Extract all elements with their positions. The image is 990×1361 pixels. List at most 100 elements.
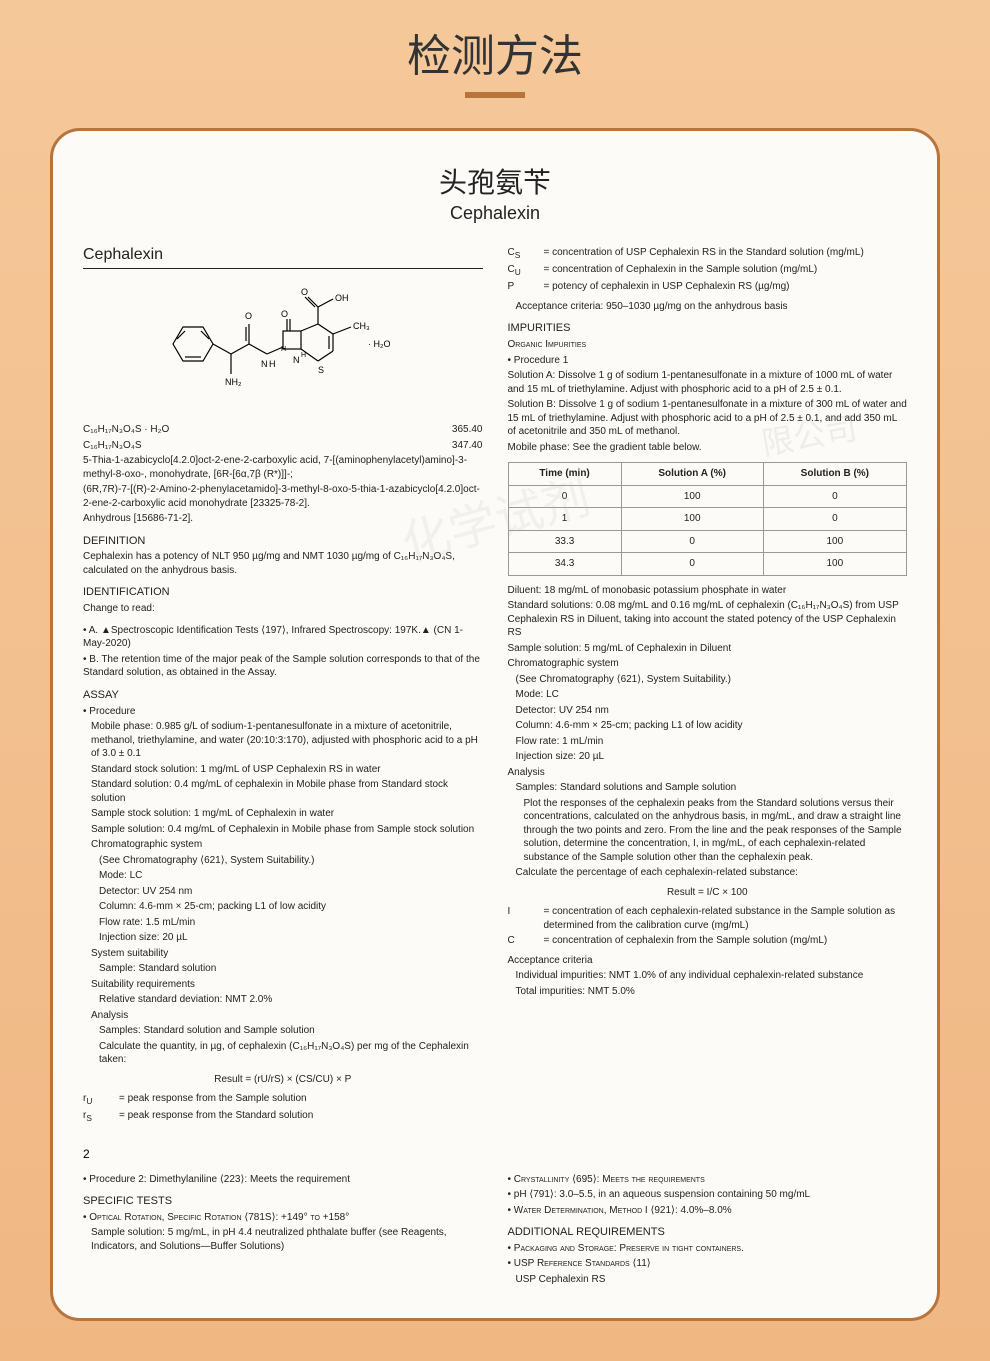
chemname-2: (6R,7R)-7-[(R)-2-Amino-2-phenylacetamido… <box>83 483 483 510</box>
mobile-phase: Mobile phase: 0.985 g/L of sodium-1-pent… <box>83 720 483 761</box>
specific-head: SPECIFIC TESTS <box>83 1194 483 1209</box>
calc: Calculate the quantity, in µg, of cephal… <box>83 1040 483 1067</box>
table-row: 01000 <box>508 485 907 508</box>
sample-sol3: Sample solution: 5 mg/mL, in pH 4.4 neut… <box>83 1226 483 1253</box>
identification-head: IDENTIFICATION <box>83 585 483 600</box>
main-columns: Cephalexin <box>83 244 907 1127</box>
table-cell: 0 <box>621 553 763 576</box>
change-to-read: Change to read: <box>83 602 483 616</box>
table-cell: 100 <box>621 485 763 508</box>
result-formula: Result = (rU/rS) × (CS/CU) × P <box>83 1073 483 1087</box>
cu-sym: CU <box>508 263 538 278</box>
assay-head: ASSAY <box>83 688 483 703</box>
table-cell: 100 <box>763 530 906 553</box>
ph: • pH ⟨791⟩: 3.0–5.5, in an aqueous suspe… <box>508 1188 908 1202</box>
sample-sol2: Sample solution: 5 mg/mL of Cephalexin i… <box>508 642 908 656</box>
std-sols2: Standard solutions: 0.08 mg/mL and 0.16 … <box>508 599 908 640</box>
c-text: = concentration of cephalexin from the S… <box>544 934 908 948</box>
p-sym: P <box>508 280 538 294</box>
doc-title-en: Cephalexin <box>83 203 907 224</box>
diluent: Diluent: 18 mg/mL of monobasic potassium… <box>508 584 908 598</box>
table-cell: 100 <box>763 553 906 576</box>
c-sym: C <box>508 934 538 948</box>
calc2: Calculate the percentage of each cephale… <box>508 866 908 880</box>
sample-stock: Sample stock solution: 1 mg/mL of Cephal… <box>83 807 483 821</box>
svg-text:H: H <box>281 346 286 353</box>
analysis: Analysis <box>83 1009 483 1023</box>
page-title: 检测方法 <box>0 20 990 84</box>
formula-hydrate-mw: 365.40 <box>452 423 483 437</box>
result2: Result = I/C × 100 <box>508 886 908 900</box>
gradient-table: Time (min) Solution A (%) Solution B (%)… <box>508 462 908 576</box>
ident-a: • A. ▲Spectroscopic Identification Tests… <box>83 624 483 651</box>
ru-def: rU = peak response from the Sample solut… <box>83 1092 483 1107</box>
chrom-ref2: (See Chromatography ⟨621⟩, System Suitab… <box>508 673 908 687</box>
flow: Flow rate: 1.5 mL/min <box>83 916 483 930</box>
std-stock: Standard stock solution: 1 mg/mL of USP … <box>83 763 483 777</box>
svg-text:· H₂O: · H₂O <box>368 339 391 349</box>
th-solB: Solution B (%) <box>763 463 906 486</box>
mode: Mode: LC <box>83 869 483 883</box>
definition-text: Cephalexin has a potency of NLT 950 µg/m… <box>83 550 483 577</box>
samples2: Samples: Standard solutions and Sample s… <box>508 781 908 795</box>
column2: Column: 4.6-mm × 25-cm; packing L1 of lo… <box>508 719 908 733</box>
definition-head: DEFINITION <box>83 534 483 549</box>
svg-text:N: N <box>261 359 268 369</box>
cu-def: CU = concentration of Cephalexin in the … <box>508 263 908 278</box>
cs-def: CS = concentration of USP Cephalexin RS … <box>508 246 908 261</box>
i-sym: I <box>508 905 538 932</box>
p-text: = potency of cephalexin in USP Cephalexi… <box>544 280 908 294</box>
table-cell: 34.3 <box>508 553 621 576</box>
left-column: Cephalexin <box>83 244 483 1127</box>
table-cell: 0 <box>508 485 621 508</box>
acceptance: Acceptance criteria: 950–1030 µg/mg on t… <box>508 300 908 314</box>
table-cell: 1 <box>508 508 621 531</box>
cs-text: = concentration of USP Cephalexin RS in … <box>544 246 908 261</box>
svg-text:H: H <box>269 359 276 369</box>
inj2: Injection size: 20 µL <box>508 750 908 764</box>
solA: Solution A: Dissolve 1 g of sodium 1-pen… <box>508 369 908 396</box>
th-solA: Solution A (%) <box>621 463 763 486</box>
doc-title-cn: 头孢氨苄 <box>83 161 907 201</box>
table-cell: 0 <box>763 508 906 531</box>
assay-procedure: • Procedure <box>83 705 483 719</box>
formula-anhydrous-text: C₁₆H₁₇N₃O₄S <box>83 439 142 453</box>
usp-ref: • USP Reference Standards ⟨11⟩ <box>508 1257 908 1271</box>
title-underline <box>465 92 525 98</box>
ident-b: • B. The retention time of the major pea… <box>83 653 483 680</box>
bottom-columns: • Procedure 2: Dimethylaniline ⟨223⟩: Me… <box>83 1171 907 1289</box>
svg-text:H: H <box>301 352 306 359</box>
svg-text:O: O <box>281 309 288 319</box>
suit-req: Suitability requirements <box>83 978 483 992</box>
bottom-left: • Procedure 2: Dimethylaniline ⟨223⟩: Me… <box>83 1171 483 1289</box>
solB: Solution B: Dissolve 1 g of sodium 1-pen… <box>508 398 908 439</box>
plot: Plot the responses of the cephalexin pea… <box>508 797 908 865</box>
rs-sym: rS <box>83 1109 113 1124</box>
table-header-row: Time (min) Solution A (%) Solution B (%) <box>508 463 907 486</box>
chrom-sys: Chromatographic system <box>83 838 483 852</box>
detector2: Detector: UV 254 nm <box>508 704 908 718</box>
acc-head: Acceptance criteria <box>508 954 908 968</box>
chrom-ref: (See Chromatography ⟨621⟩, System Suitab… <box>83 854 483 868</box>
svg-text:N: N <box>293 355 300 365</box>
formula-anhydrous: C₁₆H₁₇N₃O₄S 347.40 <box>83 439 483 453</box>
c-def: C = concentration of cephalexin from the… <box>508 934 908 948</box>
table-cell: 33.3 <box>508 530 621 553</box>
right-column: CS = concentration of USP Cephalexin RS … <box>508 244 908 1127</box>
table-row: 33.30100 <box>508 530 907 553</box>
document-card: 化学试剂 限公司 头孢氨苄 Cephalexin Cephalexin <box>50 128 940 1321</box>
i-text: = concentration of each cephalexin-relat… <box>544 905 908 932</box>
cs-sym: CS <box>508 246 538 261</box>
indiv-imp: Individual impurities: NMT 1.0% of any i… <box>508 969 908 983</box>
table-cell: 0 <box>763 485 906 508</box>
mobile2: Mobile phase: See the gradient table bel… <box>508 441 908 455</box>
proc2: • Procedure 2: Dimethylaniline ⟨223⟩: Me… <box>83 1173 483 1187</box>
th-time: Time (min) <box>508 463 621 486</box>
cu-text: = concentration of Cephalexin in the Sam… <box>544 263 908 278</box>
monograph-title: Cephalexin <box>83 244 483 269</box>
optical: • Optical Rotation, Specific Rotation ⟨7… <box>83 1211 483 1225</box>
sample-sol: Sample solution: 0.4 mg/mL of Cephalexin… <box>83 823 483 837</box>
formula-hydrate: C₁₆H₁₇N₃O₄S · H₂O 365.40 <box>83 423 483 437</box>
table-row: 34.30100 <box>508 553 907 576</box>
detector: Detector: UV 254 nm <box>83 885 483 899</box>
